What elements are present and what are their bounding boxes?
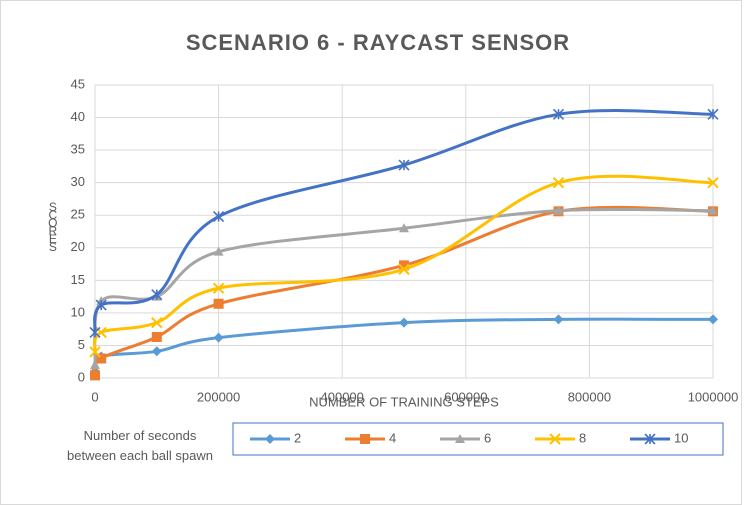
series-line <box>93 109 714 333</box>
series-line <box>93 174 714 353</box>
data-point <box>398 159 410 171</box>
data-point <box>553 205 564 215</box>
series-line <box>93 205 714 376</box>
y-tick-label: 40 <box>71 109 85 124</box>
x-tick-label: 400000 <box>321 389 364 404</box>
y-tick-label: 5 <box>78 337 85 352</box>
y-tick-label: 20 <box>71 239 85 254</box>
data-point <box>212 282 225 294</box>
data-point <box>96 353 107 364</box>
data-point <box>708 205 718 215</box>
data-point <box>95 299 107 311</box>
legend-label: 2 <box>294 430 301 445</box>
legend-marker <box>360 434 370 444</box>
legend-label: 8 <box>579 430 586 445</box>
x-tick-label: 600000 <box>444 389 487 404</box>
x-tick-label: 0 <box>91 389 98 404</box>
data-point <box>151 289 163 301</box>
legend-marker <box>644 433 656 445</box>
data-point <box>213 210 225 223</box>
legend-marker <box>549 433 561 445</box>
x-tick-label: 200000 <box>197 389 240 404</box>
data-point <box>399 223 409 233</box>
data-point <box>552 176 565 189</box>
legend-title: Number of seconds between each ball spaw… <box>67 428 213 463</box>
data-point <box>151 316 163 329</box>
data-point <box>151 346 162 357</box>
series-line <box>93 207 714 366</box>
y-tick-label: 25 <box>71 207 85 222</box>
data-point <box>213 246 224 256</box>
chart-title: SCENARIO 6 - RAYCAST SENSOR <box>186 30 570 55</box>
legend-label: 10 <box>674 430 688 445</box>
data-point <box>151 331 162 342</box>
data-point <box>213 332 224 343</box>
y-tick-label: 35 <box>71 142 85 157</box>
data-point <box>708 314 718 325</box>
data-point <box>399 260 409 271</box>
legend-marker <box>455 434 465 443</box>
data-point <box>707 108 719 120</box>
legend-box <box>232 422 724 456</box>
x-tick-label: 1000000 <box>688 389 739 404</box>
data-point <box>552 108 565 120</box>
y-tick-label: 30 <box>71 174 85 189</box>
x-axis-label: NUMBER OF TRAINING STEPS <box>309 394 499 409</box>
data-point <box>399 317 409 328</box>
y-tick-label: 45 <box>71 76 85 91</box>
data-point <box>707 176 719 189</box>
legend-label: 4 <box>389 430 396 445</box>
data-point <box>90 370 100 381</box>
legend-label: 6 <box>484 430 491 445</box>
y-axis-label: SCORES <box>46 200 60 251</box>
y-tick-label: 15 <box>71 272 85 287</box>
legend-marker <box>265 434 275 444</box>
data-point <box>553 314 564 325</box>
y-tick-label: 0 <box>78 369 85 384</box>
data-point <box>398 263 410 275</box>
data-point <box>90 359 100 369</box>
data-point <box>213 298 224 309</box>
y-tick-label: 10 <box>71 304 85 319</box>
data-point <box>89 326 101 338</box>
x-tick-label: 800000 <box>568 389 611 404</box>
data-point <box>89 346 101 358</box>
